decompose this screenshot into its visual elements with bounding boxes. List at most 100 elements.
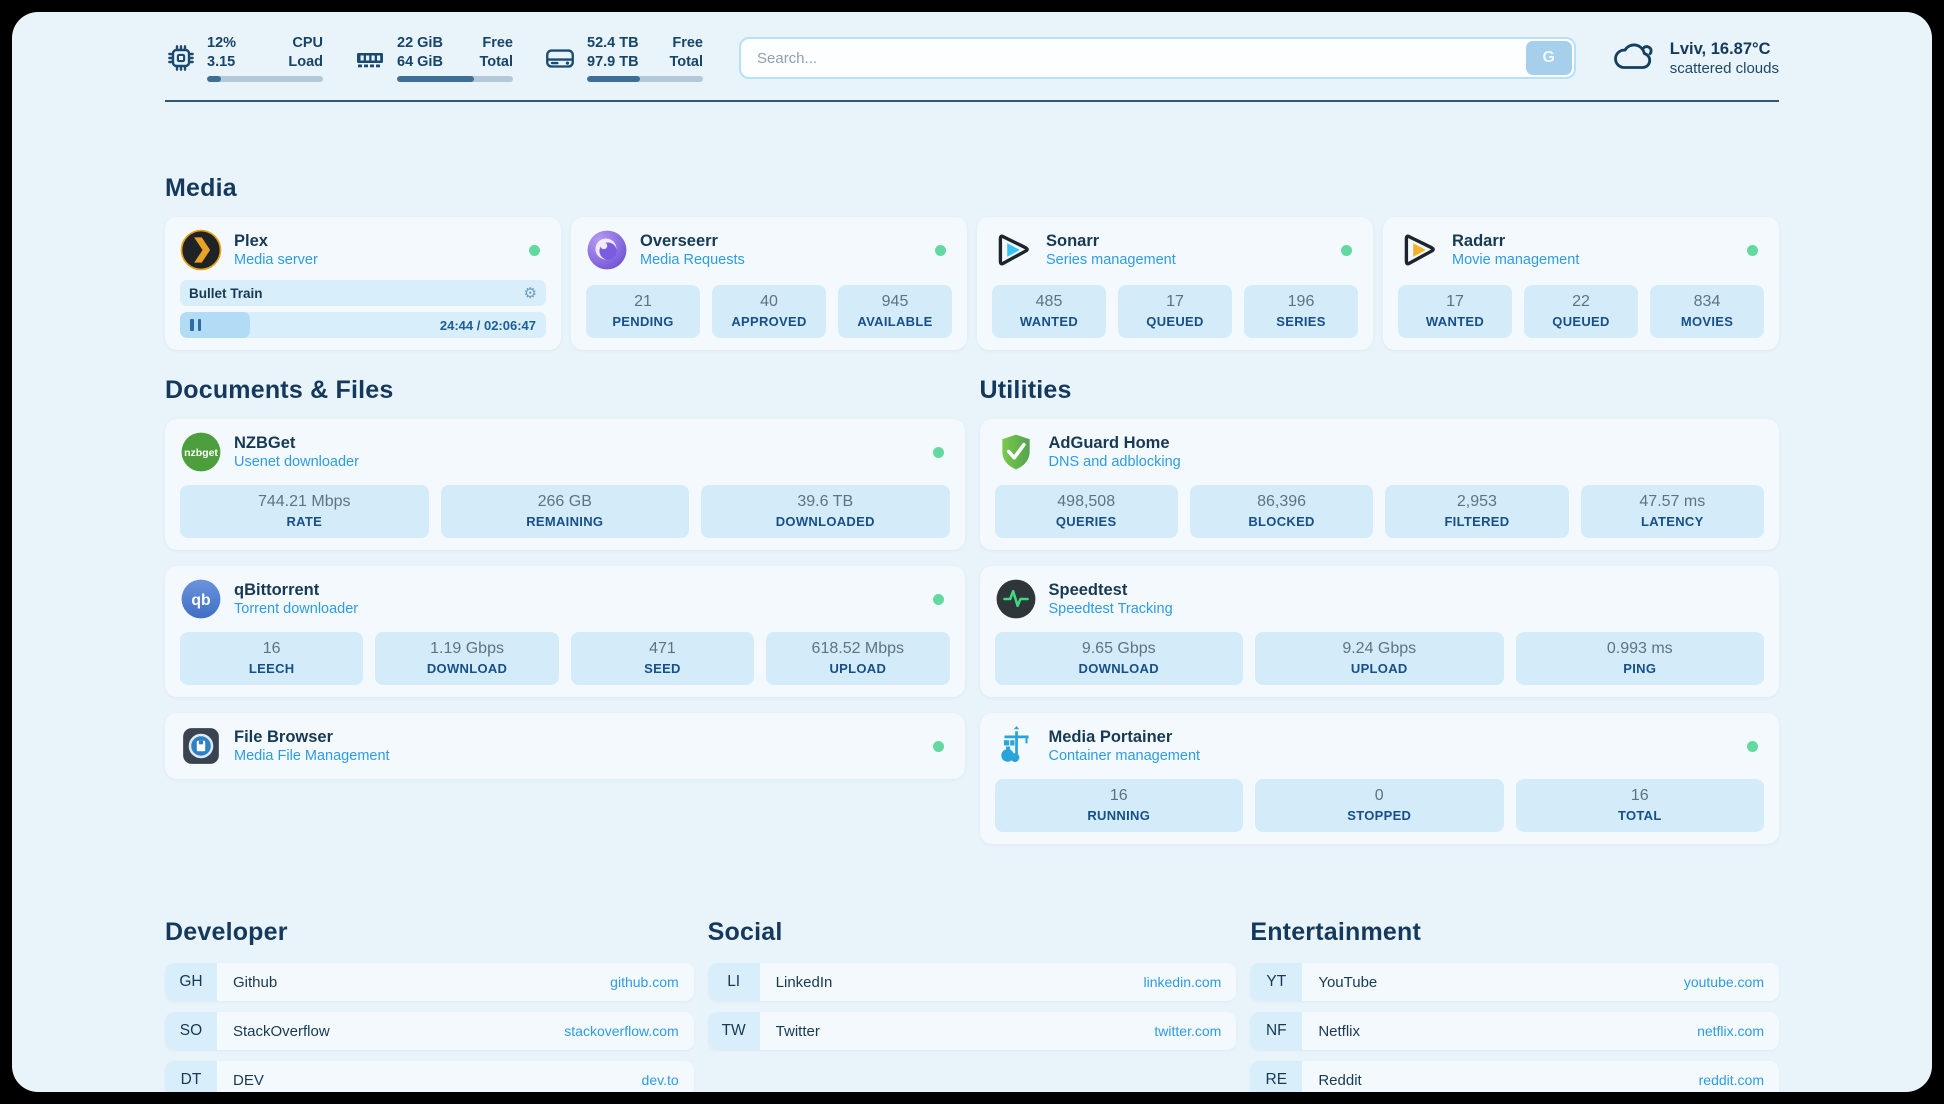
app-card-speedtest[interactable]: Speedtest Speedtest Tracking 9.65 Gbps D… [979,566,1779,698]
bookmark-url: dev.to [641,1072,679,1089]
bookmark-abbr: SO [165,1012,217,1051]
radarr-icon [1398,229,1440,271]
bookmark-youtube[interactable]: YT YouTube youtube.com [1250,963,1779,1002]
status-dot [1747,740,1758,752]
bookmarks-column-entertainment: Entertainment YT YouTube youtube.com NF … [1250,860,1779,1092]
stat-label: REMAINING [526,514,604,530]
app-card-plex[interactable]: Plex Media server Bullet Train ⚙ 24:44 /… [165,217,561,351]
stat-value: 39.6 TB [797,493,854,511]
app-title: qBittorrent [234,581,320,600]
stat-tile: 22 QUEUED [1524,285,1638,339]
app-description: Usenet downloader [234,454,359,471]
bookmark-name: StackOverflow [233,1022,330,1040]
stat-label: WANTED [1425,314,1485,330]
stat-tile: 618.52 Mbps UPLOAD [766,632,950,686]
stat-label: PENDING [612,314,674,330]
stat-tile: 471 SEED [570,632,755,686]
stat-label: STOPPED [1347,808,1412,824]
bookmark-twitter[interactable]: TW Twitter twitter.com [707,1012,1237,1051]
status-dot [1747,244,1758,256]
stat-value: 17 [1446,293,1464,311]
search-engine-button[interactable]: G [1525,41,1572,76]
stat-tile: 744.21 Mbps RATE [180,485,429,539]
gear-icon[interactable]: ⚙ [523,284,537,302]
app-title: File Browser [234,728,334,747]
disk-total-value: 97.9 TB [587,53,639,70]
stat-tile: 16 TOTAL [1515,779,1764,833]
stat-value: 16 [1109,787,1128,805]
app-title: NZBGet [234,434,296,453]
app-title: Media Portainer [1048,728,1173,747]
stat-value: 9.24 Gbps [1342,640,1417,658]
app-card-overseerr[interactable]: Overseerr Media Requests 21 PENDING 40 A… [571,217,967,351]
stat-value: 266 GB [537,493,592,511]
app-description: Media Requests [640,252,745,269]
stat-tile: 196 SERIES [1244,285,1358,339]
bookmark-reddit[interactable]: RE Reddit reddit.com [1250,1061,1779,1092]
app-title: Sonarr [1046,232,1100,251]
stat-label: LEECH [248,661,295,677]
stat-value: 834 [1693,293,1721,311]
stat-value: 86,396 [1257,493,1307,511]
app-card-radarr[interactable]: Radarr Movie management 17 WANTED 22 QUE… [1383,217,1779,351]
stat-label: UPLOAD [1350,661,1408,677]
stat-label: FILTERED [1444,514,1510,530]
bookmark-abbr: RE [1250,1061,1303,1092]
memory-widget: 22 GiB 64 GiB Free Total [353,34,513,83]
overseerr-icon [586,229,628,271]
stat-tile: 1.19 Gbps DOWNLOAD [375,632,559,686]
bookmark-github[interactable]: GH Github github.com [165,963,694,1002]
stat-tile: 9.65 Gbps DOWNLOAD [994,632,1243,686]
app-description: Torrent downloader [234,601,359,618]
app-description: Movie management [1452,252,1580,269]
stat-tile: 17 QUEUED [1118,285,1232,339]
stat-label: BLOCKED [1248,514,1315,530]
app-card-nzbget[interactable]: nzbget NZBGet Usenet downloader 744.21 M… [165,419,965,551]
app-card-filebrowser[interactable]: File Browser Media File Management [165,713,965,780]
bookmark-name: Twitter [775,1022,820,1040]
stat-tile: 47.57 ms LATENCY [1580,485,1764,539]
stat-value: 0.993 ms [1606,640,1673,658]
stat-value: 21 [634,293,652,311]
stat-tile: 485 WANTED [992,285,1106,339]
stat-value: 471 [649,640,676,658]
stat-label: SERIES [1276,314,1326,330]
stat-label: QUERIES [1055,514,1117,530]
bookmark-netflix[interactable]: NF Netflix netflix.com [1250,1012,1779,1051]
app-title: Speedtest [1048,581,1128,600]
cpu-progress-bar [207,75,323,83]
cpu-label-2: Load [288,53,323,70]
section-heading-social: Social [707,918,783,947]
app-card-adguard[interactable]: AdGuard Home DNS and adblocking 498,508 … [979,419,1779,551]
app-description: DNS and adblocking [1048,454,1181,471]
bookmarks-column-social: Social LI LinkedIn linkedin.com TW Twitt… [707,860,1237,1061]
media-card-grid: Plex Media server Bullet Train ⚙ 24:44 /… [165,217,1779,351]
search-input[interactable] [739,37,1576,80]
playback-progress-bar: 24:44 / 02:06:47 [180,312,546,339]
app-card-portainer[interactable]: Media Portainer Container management 16 … [979,713,1779,845]
app-title: Plex [234,232,268,251]
weather-condition: scattered clouds [1669,59,1779,77]
bookmark-stackoverflow[interactable]: SO StackOverflow stackoverflow.com [165,1012,694,1051]
memory-icon [353,42,387,74]
documents-column: Documents & Files nzbget NZBGet Usenet d [165,350,965,795]
stat-label: WANTED [1019,314,1079,330]
bookmark-dev[interactable]: DT DEV dev.to [165,1061,694,1092]
memory-progress-bar [397,75,513,83]
disk-free-value: 52.4 TB [587,35,639,51]
playback-time: 24:44 / 02:06:47 [439,317,536,333]
bookmark-abbr: GH [165,963,217,1002]
section-heading-documents: Documents & Files [165,376,394,405]
bookmark-linkedin[interactable]: LI LinkedIn linkedin.com [707,963,1237,1002]
app-card-sonarr[interactable]: Sonarr Series management 485 WANTED 17 Q… [977,217,1373,351]
disk-progress-bar [587,75,703,83]
app-title: Overseerr [640,232,718,251]
app-card-qbittorrent[interactable]: qb qBittorrent Torrent downloader 16 LEE… [165,566,965,698]
qbittorrent-icon: qb [180,578,222,620]
section-heading-media: Media [165,174,237,203]
filebrowser-icon [180,725,222,767]
disk-label-2: Total [669,53,703,70]
adguard-icon [995,431,1037,473]
app-description: Speedtest Tracking [1048,601,1173,618]
section-heading-entertainment: Entertainment [1250,918,1422,947]
